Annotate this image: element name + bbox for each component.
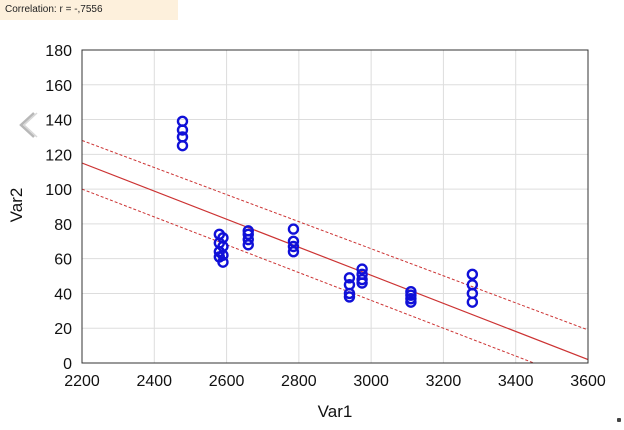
y-tick-label: 60 — [54, 252, 72, 269]
data-point — [242, 239, 254, 251]
window-corner-marker — [617, 418, 621, 422]
data-point — [176, 124, 189, 136]
y-axis-title: Var2 — [7, 188, 26, 223]
data-point — [405, 296, 417, 308]
data-point — [287, 240, 300, 253]
x-tick-label: 3400 — [498, 373, 534, 390]
y-tick-label: 0 — [63, 356, 72, 373]
data-point — [287, 223, 300, 235]
fit-line — [82, 162, 588, 361]
y-tick-label: 180 — [45, 43, 72, 60]
y-tick-label: 140 — [45, 113, 72, 130]
data-point — [466, 296, 479, 308]
data-point — [466, 268, 479, 281]
y-tick-label: 20 — [54, 321, 72, 338]
x-tick-label: 2800 — [281, 373, 317, 390]
y-tick-label: 160 — [45, 78, 72, 95]
plot-frame — [81, 49, 589, 364]
data-point — [343, 272, 356, 284]
grid-lines — [81, 49, 589, 364]
y-tick-label: 80 — [54, 217, 72, 234]
x-axis-title: Var1 — [318, 402, 353, 421]
data-point — [343, 291, 356, 303]
x-tick-label: 2400 — [136, 373, 172, 390]
ci-upper-line — [82, 139, 588, 331]
y-tick-label: 100 — [45, 182, 72, 199]
x-tick-label: 3600 — [570, 373, 606, 390]
y-tick-label: 120 — [45, 147, 72, 164]
data-point — [287, 235, 300, 247]
x-tick-label: 3200 — [426, 373, 462, 390]
data-point — [287, 246, 300, 258]
ci-lower-line — [82, 188, 534, 363]
chevron-left-icon[interactable] — [16, 110, 40, 140]
y-tick-label: 40 — [54, 286, 72, 303]
x-tick-labels: 2200 2400 2600 2800 3000 3200 3400 3600 — [64, 373, 606, 390]
data-point — [242, 233, 254, 246]
data-point — [356, 277, 368, 289]
data-point — [217, 256, 229, 268]
confidence-band — [82, 139, 588, 363]
data-point — [242, 228, 254, 241]
y-tick-labels: 0 20 40 60 80 100 120 140 160 180 — [45, 43, 72, 373]
regression-line — [82, 162, 588, 361]
data-points — [176, 115, 479, 308]
data-point — [356, 263, 368, 275]
correlation-banner: Correlation: r = -,7556 — [0, 0, 178, 20]
x-tick-label: 3000 — [353, 373, 389, 390]
data-point — [176, 139, 189, 152]
x-tick-label: 2600 — [209, 373, 245, 390]
chevron-left-icon-glyph — [19, 112, 38, 138]
x-tick-label: 2200 — [64, 373, 100, 390]
